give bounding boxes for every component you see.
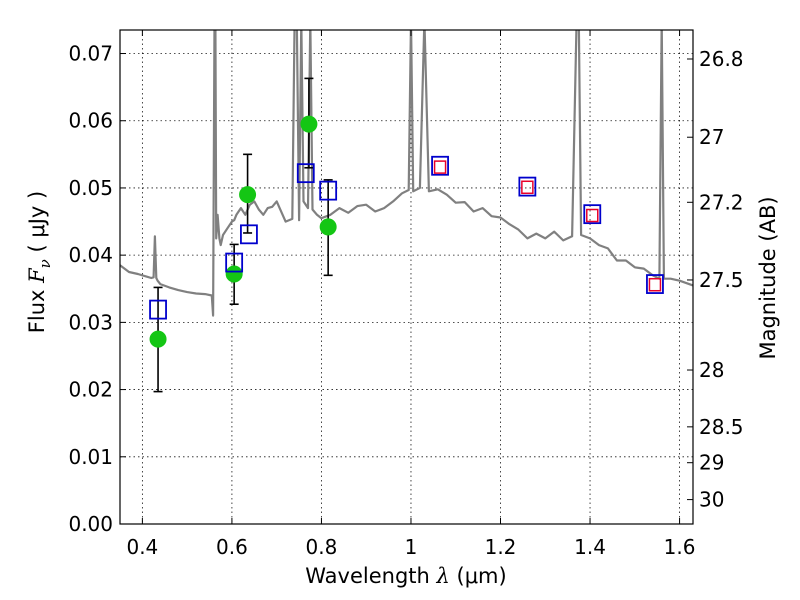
x-tick-label: 1.4 <box>574 535 606 559</box>
x-axis-label-var: λ <box>436 564 450 588</box>
y-axis-label-pre: Flux <box>25 283 49 333</box>
model-inner-squares <box>433 160 662 292</box>
y-tick-label: 0.00 <box>68 512 113 536</box>
observed-points <box>149 115 337 348</box>
y2-axis-label: Magnitude (AB) <box>756 196 780 359</box>
y-axis-label: Flux Fν ( μJy ) <box>25 191 54 333</box>
y-tick-label: 0.03 <box>68 310 113 334</box>
y-axis-label-var: F <box>25 267 49 284</box>
model-point <box>240 224 258 245</box>
spectrum-line <box>120 30 693 317</box>
model-point <box>149 299 167 320</box>
model-inner-point <box>433 160 447 174</box>
x-axis-label-unit: (μm) <box>450 564 507 588</box>
x-tick-label: 0.6 <box>216 535 248 559</box>
model-point <box>296 163 315 184</box>
x-tick-label: 1 <box>405 535 418 559</box>
model-point <box>518 176 537 197</box>
y-axis: 0.00 0.01 0.02 0.03 0.04 0.05 0.06 0.07 <box>68 42 126 536</box>
y-tick-label: 0.04 <box>68 243 113 267</box>
y-tick-label: 0.02 <box>68 378 113 402</box>
y2-tick-label: 28 <box>699 358 724 382</box>
model-open-squares <box>149 155 664 320</box>
plot-area <box>120 30 693 393</box>
observed-point <box>239 186 257 204</box>
y-tick-label: 0.07 <box>68 42 113 66</box>
x-axis-label: Wavelength λ (μm) <box>305 564 506 588</box>
model-point <box>319 180 338 201</box>
y2-tick-label: 27.5 <box>699 268 744 292</box>
y-tick-label: 0.01 <box>68 445 113 469</box>
x-axis-label-pre: Wavelength <box>305 564 436 588</box>
x-tick-label: 0.8 <box>306 535 338 559</box>
model-inner-point <box>521 180 534 195</box>
model-inner-point <box>586 208 599 223</box>
x-axis: 0.4 0.6 0.8 1 1.2 1.4 1.6 <box>126 30 695 559</box>
plot-background <box>120 30 693 524</box>
model-point <box>431 155 449 176</box>
grid <box>120 30 693 525</box>
y-tick-label: 0.05 <box>68 176 113 200</box>
y-axis-label-mid: ( <box>25 238 49 260</box>
model-point <box>583 204 602 225</box>
y2-tick-label: 27 <box>699 125 724 149</box>
model-inner-point <box>648 277 662 292</box>
model-point <box>646 274 664 294</box>
x-tick-label: 1.6 <box>664 535 696 559</box>
y2-tick-label: 28.5 <box>699 415 744 439</box>
y-tick-label: 0.06 <box>68 109 113 133</box>
y2-tick-label: 27.2 <box>699 190 744 214</box>
x-tick-label: 0.4 <box>126 535 158 559</box>
x-tick-label: 1.2 <box>485 535 517 559</box>
y2-tick-label: 26.8 <box>699 47 744 71</box>
observed-point <box>319 218 337 236</box>
y-axis-label-sub: ν <box>36 259 54 268</box>
y-axis-label-unit: μJy ) <box>25 191 49 238</box>
plot-frame <box>119 29 694 525</box>
observed-point <box>225 265 243 283</box>
observed-point <box>149 330 167 348</box>
y2-tick-label: 30 <box>699 488 724 512</box>
y2-axis: 26.8 27 27.2 27.5 28 28.5 29 30 <box>687 47 744 512</box>
model-point <box>225 252 244 273</box>
y2-tick-label: 29 <box>699 451 724 475</box>
observed-point <box>300 115 318 133</box>
